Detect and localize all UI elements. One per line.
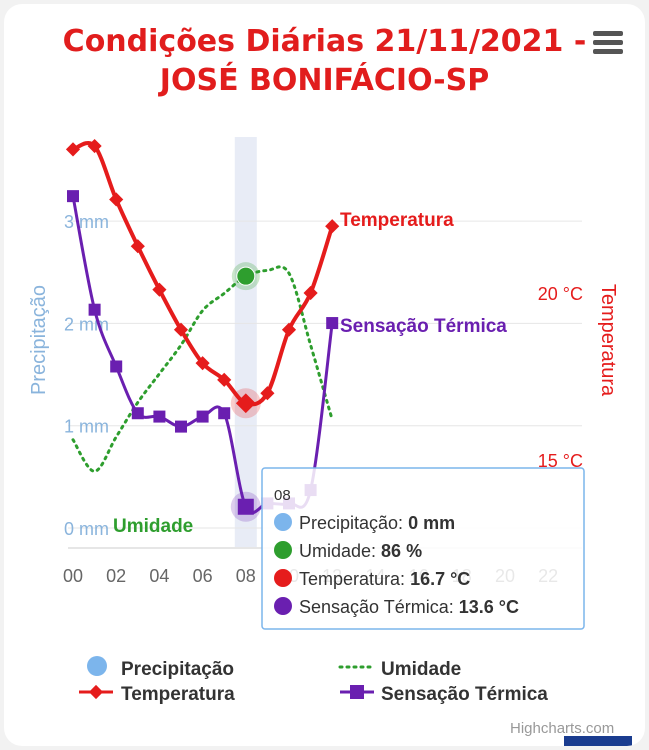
temperatura-point <box>65 142 81 157</box>
legend-label-umidade[interactable]: Umidade <box>381 659 461 680</box>
sensacao-point <box>110 360 123 373</box>
tooltip-row-label: Temperatura: <box>299 569 410 589</box>
tooltip-row-label: Sensação Térmica: <box>299 597 459 617</box>
hamburger-icon-bar <box>593 49 623 54</box>
tooltip-row-text: Umidade: 86 % <box>299 541 422 561</box>
sensacao-hover-point <box>237 498 254 515</box>
sensacao-point <box>131 407 144 420</box>
highcharts-credits[interactable]: Highcharts.com <box>510 720 615 737</box>
x-tick-label: 08 <box>236 566 256 586</box>
temperatura-point <box>281 322 297 337</box>
tooltip-header: 08 <box>274 487 291 504</box>
temperatura-point <box>173 322 189 337</box>
chart-title-line-1: Condições Diárias 21/11/2021 - <box>62 24 587 59</box>
legend-label-precipitacao[interactable]: Precipitação <box>121 659 234 680</box>
temperatura-point <box>325 219 340 234</box>
sensacao-point <box>196 410 209 423</box>
tooltip-row-text: Temperatura: 16.7 °C <box>299 569 470 589</box>
umidade-hover-point <box>236 266 256 286</box>
tooltip-row-marker <box>274 569 292 587</box>
y-right-axis-title: Temperatura <box>597 284 619 397</box>
temperatura-hover-point <box>235 393 256 414</box>
legend-symbol-temperatura-marker[interactable] <box>88 684 104 700</box>
y-left-tick-label: 1 mm <box>64 417 109 437</box>
legend-label-sensacao[interactable]: Sensação Térmica <box>381 684 548 705</box>
series-label-sensacao: Sensação Térmica <box>340 316 507 337</box>
x-tick-label: 06 <box>193 566 213 586</box>
tooltip-row-marker <box>274 597 292 615</box>
tooltip-row-value: 0 mm <box>408 513 455 533</box>
tooltip-row-marker <box>274 513 292 531</box>
temperatura-point <box>217 372 232 387</box>
temperatura-point <box>109 192 124 207</box>
temperatura-point <box>152 282 167 297</box>
tooltip-box <box>261 467 585 630</box>
series-label-temperatura: Temperatura <box>340 210 454 231</box>
temperatura-point <box>303 285 318 301</box>
sensacao-point <box>153 410 166 423</box>
series-label-umidade: Umidade <box>113 516 193 537</box>
legend-label-temperatura[interactable]: Temperatura <box>121 684 235 705</box>
tooltip-row-label: Precipitação: <box>299 513 408 533</box>
tooltip-row-marker <box>274 541 292 559</box>
legend-symbol-sensacao-marker[interactable] <box>350 685 364 699</box>
tooltip-row-label: Umidade: <box>299 541 381 561</box>
series-line-umidade <box>71 265 334 473</box>
chart-title: Condições Diárias 21/11/2021 - JOSÉ BONI… <box>4 22 645 100</box>
tooltip-row-value: 16.7 °C <box>410 569 470 589</box>
chart-title-line-2: JOSÉ BONIFÁCIO-SP <box>159 63 490 98</box>
tooltip-row-value: 86 % <box>381 541 422 561</box>
y-left-tick-label: 0 mm <box>64 519 109 539</box>
x-tick-label: 04 <box>149 566 169 586</box>
sensacao-point <box>67 190 79 203</box>
temperatura-point <box>130 239 145 254</box>
temperatura-point <box>195 356 210 371</box>
hamburger-icon-bar <box>593 40 623 45</box>
sensacao-point <box>175 420 187 433</box>
sensacao-point <box>218 407 231 420</box>
y-right-tick-label: 15 °C <box>538 451 583 471</box>
tooltip-row-text: Precipitação: 0 mm <box>299 513 455 533</box>
tooltip-row-text: Sensação Térmica: 13.6 °C <box>299 597 519 617</box>
sensacao-point <box>326 317 339 330</box>
x-tick-label: 02 <box>106 566 126 586</box>
y-left-tick-label: 3 mm <box>64 212 109 232</box>
hamburger-icon-bar <box>593 31 623 36</box>
series-line-sensacao <box>71 195 334 515</box>
legend-symbol-precipitacao[interactable] <box>87 656 107 676</box>
corner-badge <box>564 736 632 746</box>
sensacao-point <box>88 303 101 316</box>
x-tick-label: 00 <box>63 566 83 586</box>
hover-band <box>234 137 257 547</box>
y-left-axis-title: Precipitação <box>28 285 50 395</box>
temperatura-point <box>260 386 275 401</box>
tooltip-row-value: 13.6 °C <box>459 597 519 617</box>
y-right-tick-label: 20 °C <box>538 284 583 304</box>
chart-menu-button[interactable] <box>590 26 626 60</box>
